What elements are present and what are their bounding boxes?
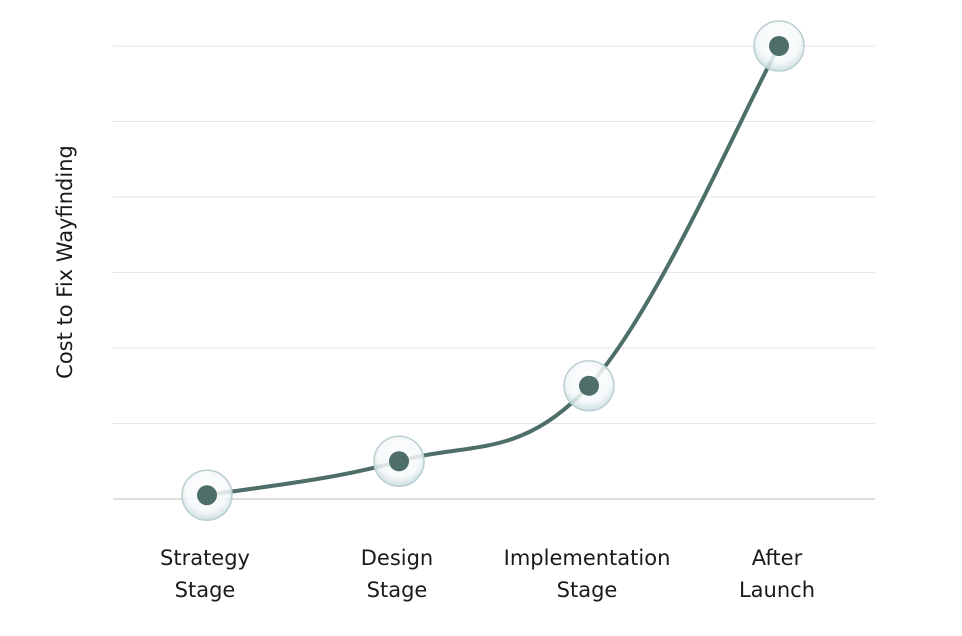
x-tick-label: Design Stage xyxy=(361,546,434,602)
gridlines xyxy=(113,45,875,500)
x-tick-label: After Launch xyxy=(739,546,815,602)
point-marker xyxy=(197,485,217,506)
data-point xyxy=(563,360,615,412)
data-points xyxy=(181,20,805,521)
line-series xyxy=(205,44,781,498)
y-axis-label: Cost to Fix Wayfinding xyxy=(53,145,77,379)
point-marker xyxy=(579,375,599,396)
x-tick-label: Implementation Stage xyxy=(504,546,671,602)
data-point xyxy=(753,20,805,72)
x-axis-tick-labels: Strategy Stage Design Stage Implementation St… xyxy=(160,546,815,602)
data-point xyxy=(373,435,425,487)
point-marker xyxy=(769,36,789,56)
point-marker xyxy=(389,451,409,472)
x-tick-label: Strategy Stage xyxy=(160,546,250,602)
series-line xyxy=(205,44,781,498)
data-point xyxy=(181,469,233,521)
